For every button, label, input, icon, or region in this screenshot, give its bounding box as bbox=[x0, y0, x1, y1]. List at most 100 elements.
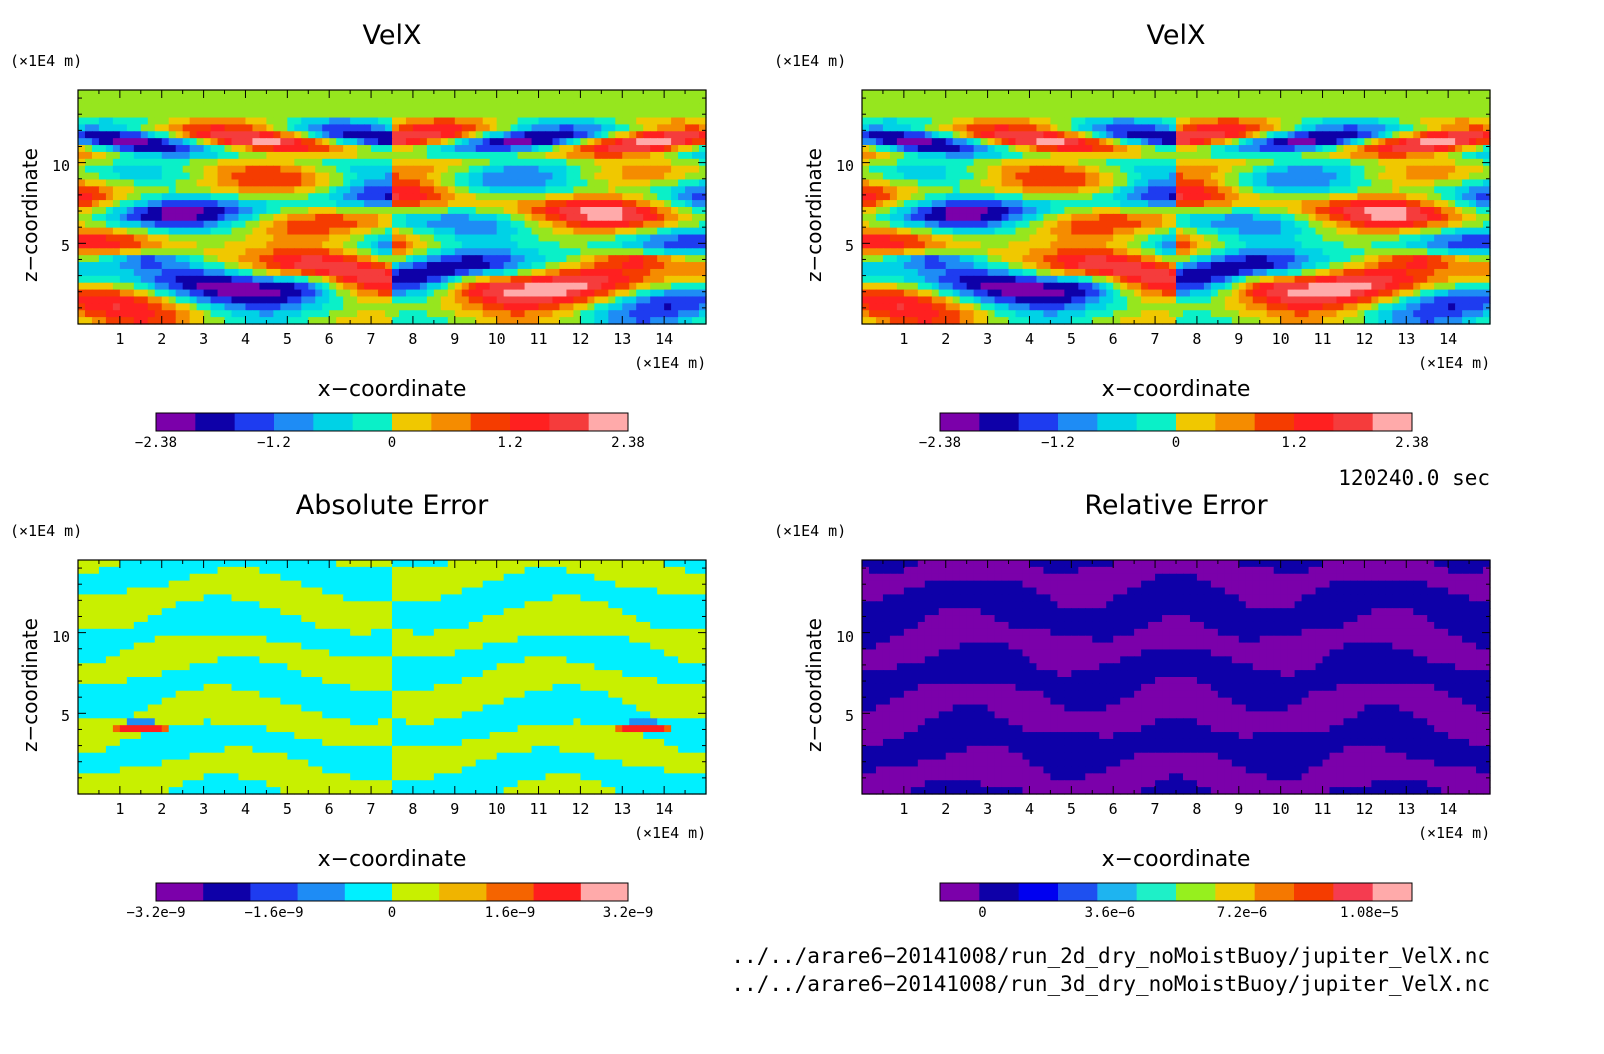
heatmap-cell bbox=[945, 213, 954, 222]
heatmap-cell bbox=[566, 186, 575, 194]
heatmap-cell bbox=[1385, 124, 1393, 132]
heatmap-cell bbox=[468, 310, 477, 318]
heatmap-cell bbox=[938, 117, 947, 126]
heatmap-cell bbox=[685, 138, 693, 146]
heatmap-cell bbox=[531, 268, 540, 277]
heatmap-cell bbox=[203, 227, 212, 236]
heatmap-cell bbox=[1280, 124, 1289, 132]
heatmap-cell bbox=[1322, 96, 1331, 105]
heatmap-cell bbox=[1196, 158, 1205, 167]
heatmap-cell bbox=[566, 96, 575, 105]
heatmap-cell bbox=[1378, 138, 1386, 146]
heatmap-cell bbox=[266, 275, 274, 284]
heatmap-cell bbox=[273, 262, 281, 270]
heatmap-cell bbox=[119, 213, 128, 222]
heatmap-cell bbox=[559, 213, 568, 222]
heatmap-cell bbox=[503, 179, 512, 187]
heatmap-cell bbox=[1399, 158, 1407, 167]
heatmap-cell bbox=[112, 172, 121, 181]
heatmap-cell bbox=[392, 220, 400, 229]
heatmap-cell bbox=[1155, 213, 1163, 222]
heatmap-cell bbox=[1294, 172, 1303, 181]
heatmap-cell bbox=[140, 220, 149, 229]
heatmap-cell bbox=[678, 96, 686, 105]
heatmap-cell bbox=[994, 131, 1003, 139]
heatmap-cell bbox=[252, 303, 261, 311]
heatmap-cell bbox=[1343, 200, 1352, 208]
x-axis-label: x−coordinate bbox=[317, 377, 467, 402]
heatmap-cell bbox=[1301, 179, 1310, 187]
heatmap-cell bbox=[336, 262, 344, 270]
heatmap-cell bbox=[245, 193, 254, 201]
heatmap-cell bbox=[98, 186, 107, 194]
heatmap-cell bbox=[1343, 138, 1352, 146]
heatmap-cell bbox=[392, 296, 400, 304]
x-tick: 13 bbox=[613, 330, 632, 348]
heatmap-cell bbox=[664, 234, 672, 243]
heatmap-cell bbox=[322, 268, 330, 277]
heatmap-cell bbox=[1280, 151, 1289, 160]
heatmap-cell bbox=[1141, 220, 1149, 229]
heatmap-cell bbox=[161, 179, 170, 187]
heatmap-cell bbox=[1378, 103, 1386, 112]
heatmap-cell bbox=[357, 90, 365, 98]
heatmap-cell bbox=[601, 317, 609, 325]
heatmap-cell bbox=[664, 241, 672, 249]
heatmap-cell bbox=[196, 90, 205, 98]
heatmap-cell bbox=[917, 138, 926, 146]
heatmap-cell bbox=[1273, 138, 1282, 146]
heatmap-cell bbox=[482, 172, 491, 181]
heatmap-cell bbox=[538, 227, 547, 236]
heatmap-cell bbox=[336, 296, 344, 304]
heatmap-cell bbox=[189, 303, 198, 311]
heatmap-cell bbox=[259, 124, 267, 132]
heatmap-cell bbox=[1057, 179, 1065, 187]
heatmap-cell bbox=[608, 193, 616, 201]
heatmap-cell bbox=[357, 186, 365, 194]
heatmap-cell bbox=[161, 241, 170, 249]
heatmap-cell bbox=[1434, 145, 1442, 153]
heatmap-cell bbox=[545, 165, 554, 174]
heatmap-cell bbox=[503, 172, 512, 181]
heatmap-cell bbox=[126, 165, 135, 174]
heatmap-cell bbox=[1420, 207, 1428, 215]
heatmap-cell bbox=[1085, 172, 1093, 181]
heatmap-cell bbox=[224, 124, 233, 132]
heatmap-cell bbox=[903, 103, 912, 112]
heatmap-cell bbox=[412, 138, 421, 146]
heatmap-cell bbox=[882, 110, 891, 119]
heatmap-cell bbox=[587, 103, 595, 112]
heatmap-cell bbox=[1343, 103, 1352, 112]
heatmap-cell bbox=[189, 172, 198, 181]
heatmap-cell bbox=[224, 131, 233, 139]
heatmap-cell bbox=[447, 138, 456, 146]
heatmap-cell bbox=[559, 227, 568, 236]
heatmap-cell bbox=[1036, 207, 1045, 215]
heatmap-cell bbox=[559, 234, 568, 243]
heatmap-cell bbox=[447, 241, 456, 249]
heatmap-cell bbox=[412, 262, 421, 270]
heatmap-cell bbox=[489, 131, 498, 139]
heatmap-cells bbox=[78, 90, 707, 325]
heatmap-cell bbox=[210, 124, 219, 132]
heatmap-cell bbox=[259, 172, 267, 181]
heatmap-cell bbox=[671, 296, 679, 304]
heatmap-cell bbox=[168, 179, 177, 187]
heatmap-cell bbox=[203, 96, 212, 105]
heatmap-cell bbox=[238, 207, 247, 215]
heatmap-cell bbox=[1420, 96, 1428, 105]
heatmap-cell bbox=[1085, 220, 1093, 229]
heatmap-cell bbox=[1134, 200, 1142, 208]
heatmap-cell bbox=[862, 96, 870, 105]
heatmap-cell bbox=[1196, 200, 1205, 208]
heatmap-cell bbox=[1120, 110, 1128, 119]
heatmap-cell bbox=[573, 248, 581, 256]
heatmap-cell bbox=[210, 165, 219, 174]
heatmap-cell bbox=[398, 131, 407, 139]
heatmap-cell bbox=[601, 241, 609, 249]
heatmap-cell bbox=[994, 151, 1003, 160]
heatmap-cell bbox=[482, 220, 491, 229]
heatmap-cell bbox=[938, 145, 947, 153]
heatmap-cell bbox=[217, 90, 226, 98]
heatmap-cell bbox=[692, 90, 700, 98]
